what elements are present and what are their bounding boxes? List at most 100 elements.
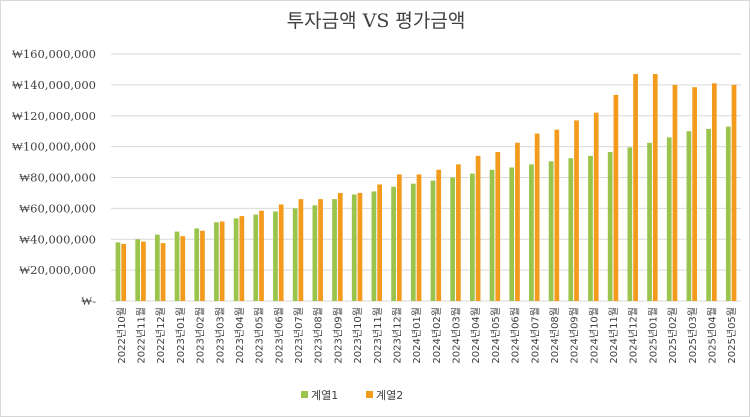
bar-series-1 [607,152,613,301]
x-tick-label: 2023년06월 [273,307,285,364]
bar-series-1 [135,239,141,301]
bar-series-1 [430,180,436,301]
bar-series-1 [509,167,515,301]
x-tick-label: 2023년05월 [254,307,266,364]
bar-series-2 [613,94,619,301]
bar-series-1 [292,208,298,301]
bar-series-1 [312,205,318,301]
bar-series-2 [278,204,284,301]
x-tick-label: 2022년10월 [116,307,128,364]
y-axis-ticks: ₩- ₩20,000,000 ₩40,000,000 ₩60,000,000 ₩80,0… [12,47,96,308]
bar-series-2 [160,243,166,301]
x-tick-label: 2023년04월 [234,307,246,364]
x-tick-label: 2025년05월 [726,307,738,364]
legend-swatch-series-1 [301,391,308,398]
bar-series-1 [568,158,574,301]
bar-series-1 [450,177,456,301]
bar-series-2 [574,120,579,301]
x-tick-label: 2024년09월 [569,307,581,364]
bar-series-2 [259,210,264,301]
x-tick-label: 2024년12월 [628,307,640,364]
x-tick-label: 2025년01월 [647,307,659,364]
bar-series-2 [515,142,520,301]
x-tick-label: 2022년12월 [155,307,167,364]
legend-label-series-2: 계열2 [376,389,403,402]
bar-series-2 [731,84,737,301]
x-tick-label: 2025년02월 [667,307,679,364]
legend: 계열1 계열2 [301,389,403,402]
x-tick-label: 2025년03월 [687,307,699,364]
x-tick-label: 2024년08월 [549,307,561,364]
x-tick-label: 2024년10월 [588,307,600,364]
bar-series-1 [706,128,711,301]
bar-series-1 [489,169,495,301]
bar-series-2 [357,192,363,301]
bar-series-1 [588,155,593,301]
x-tick-label: 2023년12월 [391,307,403,364]
x-tick-label: 2023년01월 [175,307,187,364]
bar-series-2 [318,199,323,301]
y-tick-label: ₩160,000,000 [12,47,96,61]
x-axis-ticks: 2022년10월 2022년11월 2022년12월 2023년01월 2023년02월… [116,307,738,364]
bar-series-2 [396,174,402,301]
bar-series-2 [672,84,678,301]
bar-series-2 [692,87,698,301]
y-tick-label: ₩100,000,000 [12,140,96,154]
bars [115,74,737,302]
x-tick-label: 2024년06월 [510,307,522,364]
x-tick-label: 2023년07월 [293,307,305,364]
bar-series-1 [627,147,633,301]
bar-series-2 [554,129,560,301]
x-tick-label: 2024년01월 [411,307,423,364]
x-tick-label: 2024년07월 [529,307,541,364]
y-tick-label: ₩60,000,000 [19,201,96,215]
bar-series-1 [154,234,160,301]
bar-series-1 [371,191,377,301]
bar-series-1 [351,194,357,301]
x-tick-label: 2024년03월 [451,307,463,364]
bar-series-2 [534,133,540,301]
bar-series-2 [298,199,304,301]
bar-series-2 [219,221,225,301]
bar-series-1 [174,231,180,301]
x-tick-label: 2024년04월 [470,307,482,364]
bar-series-2 [377,184,383,301]
x-tick-label: 2023년03월 [214,307,226,364]
x-tick-label: 2024년11월 [608,307,620,364]
x-tick-label: 2023년09월 [332,307,344,364]
y-tick-label: ₩120,000,000 [12,109,96,123]
x-tick-label: 2022년11월 [136,307,148,364]
bar-series-2 [436,169,442,301]
bar-series-2 [180,236,186,301]
bar-series-2 [593,112,599,301]
bar-series-1 [391,186,396,301]
bar-series-2 [200,230,205,301]
bar-series-2 [495,152,501,301]
x-tick-label: 2023년10월 [352,307,364,364]
bar-series-2 [337,192,343,301]
bar-series-1 [666,137,672,301]
y-tick-label: ₩140,000,000 [12,78,96,92]
bar-series-2 [141,241,146,301]
bar-series-1 [214,222,219,301]
bar-series-1 [115,242,121,301]
x-tick-label: 2025년04월 [706,307,718,364]
bar-series-1 [332,199,337,301]
gridlines [111,53,741,302]
bar-series-1 [725,126,731,302]
x-tick-label: 2024년02월 [431,307,443,364]
x-tick-label: 2023년11월 [372,307,384,364]
bar-series-1 [273,211,278,301]
bar-series-1 [647,142,652,301]
bar-series-1 [253,214,259,301]
x-tick-label: 2023년08월 [313,307,325,364]
bar-series-2 [456,164,461,301]
bar-series-1 [686,131,692,301]
bar-series-1 [410,183,416,301]
bar-series-2 [121,243,127,301]
bar-series-2 [652,74,658,301]
bar-series-2 [416,174,422,301]
bar-series-1 [469,173,475,301]
